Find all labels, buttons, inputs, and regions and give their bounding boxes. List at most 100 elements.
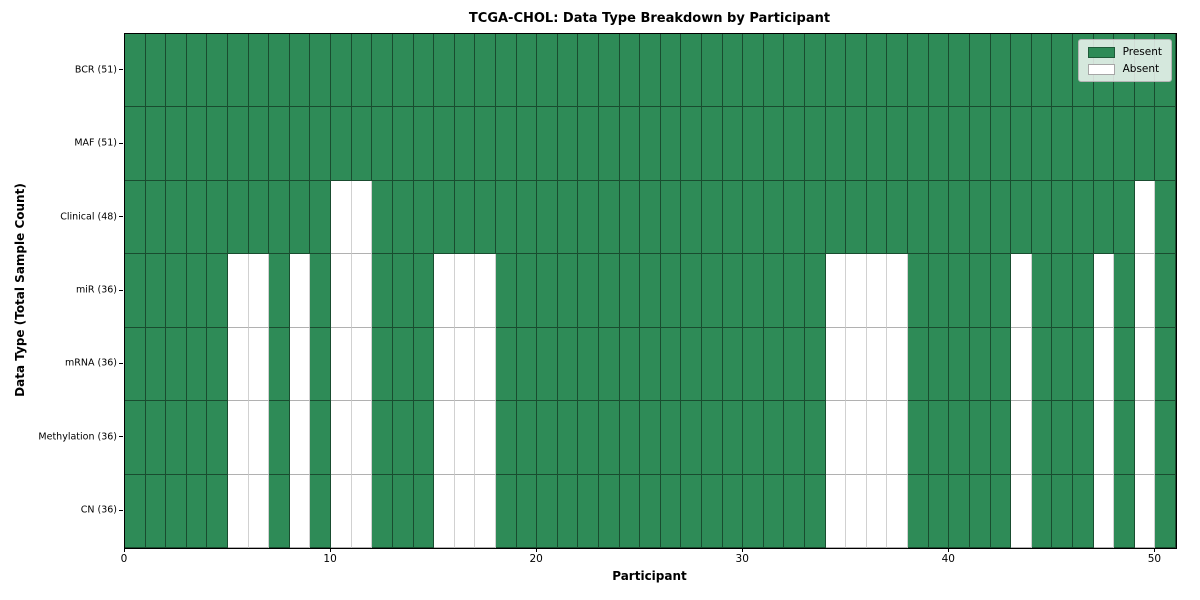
heatmap-cell [805, 254, 826, 328]
y-tick-label: mRNA (36) [65, 357, 117, 369]
heatmap-cell [1072, 474, 1094, 548]
x-tick-label: 30 [735, 553, 749, 565]
heatmap-cell [640, 254, 661, 328]
heatmap-cell [619, 107, 641, 181]
heatmap-cell [805, 180, 826, 255]
heatmap-cell [310, 254, 332, 328]
x-tick-mark [947, 548, 949, 552]
heatmap-cell [269, 180, 290, 255]
heatmap-cell [928, 254, 950, 328]
heatmap-cell [475, 107, 496, 181]
heatmap-cell [413, 34, 435, 108]
heatmap-cell [681, 474, 703, 548]
heatmap-cell [1052, 34, 1073, 108]
heatmap-cell [248, 107, 270, 181]
heatmap-cell [454, 474, 476, 548]
heatmap-cell [331, 180, 352, 255]
heatmap-cell [1031, 254, 1053, 328]
heatmap-cell [928, 401, 950, 475]
heatmap-cell [887, 107, 909, 181]
heatmap-cell [578, 401, 599, 475]
heatmap-cell [454, 401, 476, 475]
heatmap-cell [454, 34, 476, 108]
heatmap-cell [825, 107, 847, 181]
heatmap-cell [866, 474, 888, 548]
heatmap-cell [248, 180, 270, 255]
x-tick-mark [329, 548, 331, 552]
heatmap-cell [578, 254, 599, 328]
heatmap-cell [228, 474, 249, 548]
heatmap-cell [351, 180, 373, 255]
heatmap-cell [475, 180, 496, 255]
heatmap-cell [722, 401, 744, 475]
heatmap-cell [228, 107, 249, 181]
heatmap-cell [207, 34, 229, 108]
heatmap-cell [660, 327, 682, 402]
legend-item-absent: Absent [1087, 63, 1162, 75]
heatmap-cell [763, 254, 785, 328]
heatmap-cell [763, 180, 785, 255]
heatmap-cell [145, 107, 167, 181]
heatmap-cell [598, 254, 620, 328]
heatmap-cell [825, 401, 847, 475]
heatmap-cell [1011, 34, 1032, 108]
x-tick-mark [741, 548, 743, 552]
heatmap-cell [269, 401, 290, 475]
heatmap-cell [846, 474, 867, 548]
heatmap-cell [413, 474, 435, 548]
heatmap-cell [908, 327, 929, 402]
heatmap-cell [1155, 401, 1176, 475]
x-tick-mark [123, 548, 125, 552]
heatmap-cell [990, 180, 1012, 255]
heatmap-cell [846, 401, 867, 475]
heatmap-cell [1072, 327, 1094, 402]
x-tick-label: 0 [120, 553, 128, 565]
heatmap-cell [908, 34, 929, 108]
heatmap-cell [1134, 107, 1156, 181]
heatmap-cell [186, 327, 208, 402]
heatmap-cell [475, 474, 496, 548]
heatmap-cell [660, 254, 682, 328]
heatmap-cell [228, 34, 249, 108]
heatmap-grid [125, 34, 1176, 548]
heatmap-cell [557, 474, 579, 548]
heatmap-cell [1011, 401, 1032, 475]
heatmap-cell [454, 180, 476, 255]
heatmap-cell [928, 327, 950, 402]
heatmap-cell [289, 34, 311, 108]
heatmap-cell [908, 254, 929, 328]
heatmap-cell [516, 107, 538, 181]
heatmap-cell [702, 254, 723, 328]
heatmap-cell [722, 474, 744, 548]
heatmap-cell [640, 180, 661, 255]
heatmap-cell [866, 34, 888, 108]
heatmap-cell [434, 34, 455, 108]
heatmap-cell [846, 254, 867, 328]
heatmap-cell [681, 254, 703, 328]
heatmap-cell [372, 401, 393, 475]
heatmap-cell [805, 34, 826, 108]
heatmap-cell [331, 34, 352, 108]
heatmap-cell [949, 401, 970, 475]
heatmap-cell [351, 254, 373, 328]
heatmap-cell [722, 34, 744, 108]
heatmap-cell [1052, 401, 1073, 475]
heatmap-cell [166, 254, 187, 328]
heatmap-cell [1134, 254, 1156, 328]
heatmap-cell [413, 180, 435, 255]
heatmap-cell [166, 180, 187, 255]
heatmap-cell [619, 474, 641, 548]
heatmap-cell [619, 254, 641, 328]
x-tick-mark [535, 548, 537, 552]
heatmap-cell [228, 327, 249, 402]
heatmap-cell [228, 180, 249, 255]
heatmap-cell [990, 107, 1012, 181]
heatmap-cell [887, 34, 909, 108]
present-swatch-icon [1087, 46, 1115, 58]
heatmap-cell [1134, 327, 1156, 402]
heatmap-cell [743, 180, 764, 255]
x-tick-mark [1153, 548, 1155, 552]
y-tick-mark [119, 509, 123, 511]
heatmap-cell [166, 34, 187, 108]
heatmap-cell [207, 254, 229, 328]
